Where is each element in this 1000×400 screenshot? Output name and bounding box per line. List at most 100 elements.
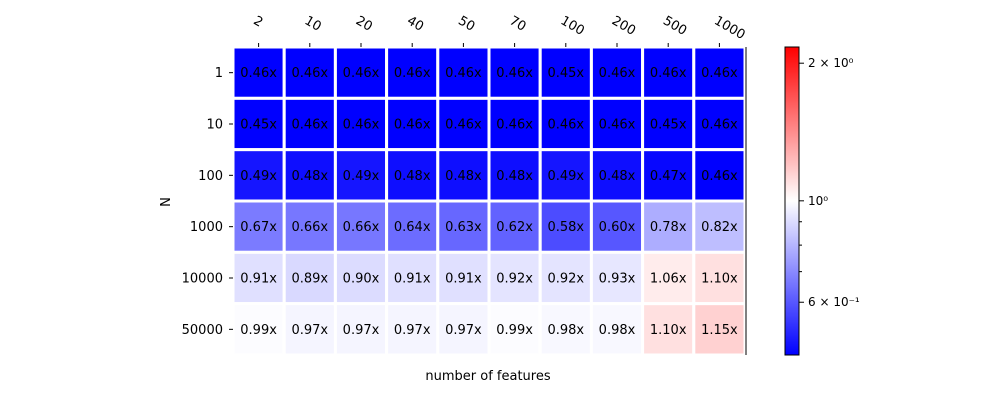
heatmap-cell bbox=[538, 96, 593, 152]
x-tick-label: 1000 bbox=[711, 13, 747, 43]
colorbar-tick-label: 6 × 10⁻¹ bbox=[808, 295, 860, 309]
x-tick-label: 10 bbox=[302, 13, 324, 34]
heatmap-cell bbox=[589, 250, 645, 306]
cell-value-label: 0.48x bbox=[445, 169, 482, 184]
colorbar-bar bbox=[784, 46, 800, 356]
cell-value-label: 0.48x bbox=[394, 169, 431, 184]
cell-value-label: 0.46x bbox=[394, 118, 431, 133]
cell-value-label: 0.45x bbox=[547, 66, 584, 81]
cell-value-label: 0.46x bbox=[394, 66, 431, 81]
heatmap-cell bbox=[385, 302, 440, 357]
cell-value-label: 1.06x bbox=[650, 272, 687, 287]
cell-value-label: 1.10x bbox=[650, 323, 687, 338]
cell-value-label: 0.46x bbox=[701, 169, 738, 184]
cell-value-label: 0.98x bbox=[547, 323, 584, 338]
heatmap-cell bbox=[641, 96, 696, 152]
cell-value-label: 0.49x bbox=[240, 169, 277, 184]
y-axis-label: N bbox=[159, 197, 174, 207]
cell-value-label: 0.92x bbox=[547, 272, 584, 287]
x-tick-label: 200 bbox=[609, 13, 638, 38]
cell-value-label: 0.97x bbox=[394, 323, 431, 338]
y-tick-label: 1 bbox=[215, 66, 223, 81]
cell-value-label: 0.46x bbox=[701, 66, 738, 81]
cell-value-label: 0.46x bbox=[650, 66, 687, 81]
cell-value-label: 0.62x bbox=[496, 220, 533, 235]
x-tick-label: 50 bbox=[455, 13, 477, 34]
cell-value-label: 0.48x bbox=[291, 169, 328, 184]
cell-value-label: 0.46x bbox=[343, 118, 380, 133]
cell-value-label: 0.89x bbox=[291, 272, 328, 287]
cell-value-label: 0.46x bbox=[445, 118, 482, 133]
cell-value-label: 0.90x bbox=[343, 272, 380, 287]
heatmap-cell bbox=[692, 302, 747, 357]
cell-value-label: 0.46x bbox=[599, 66, 636, 81]
heatmap-cell bbox=[692, 148, 747, 203]
cell-value-label: 0.97x bbox=[291, 323, 328, 338]
cell-value-label: 0.97x bbox=[445, 323, 482, 338]
heatmap-cell bbox=[538, 302, 593, 357]
heatmap-cell bbox=[333, 148, 389, 203]
cell-value-label: 0.46x bbox=[240, 66, 277, 81]
cell-value-label: 0.91x bbox=[240, 272, 277, 287]
cell-value-label: 0.82x bbox=[701, 220, 738, 235]
heatmap-cell bbox=[692, 96, 747, 152]
cell-value-label: 0.91x bbox=[394, 272, 431, 287]
cell-value-label: 0.67x bbox=[240, 220, 277, 235]
cell-value-label: 0.63x bbox=[445, 220, 482, 235]
heatmap-cell bbox=[487, 96, 542, 152]
cell-value-label: 0.48x bbox=[599, 169, 636, 184]
cell-value-label: 0.97x bbox=[343, 323, 380, 338]
cell-value-label: 0.46x bbox=[496, 118, 533, 133]
cell-value-label: 0.60x bbox=[599, 220, 636, 235]
cell-value-label: 0.46x bbox=[599, 118, 636, 133]
y-tick-label: 50000 bbox=[182, 323, 223, 338]
x-axis-label: number of features bbox=[425, 369, 550, 384]
x-tick-labels: 2 10 20 40 50 70 100 200 500 1000 bbox=[251, 13, 748, 47]
cell-value-label: 0.91x bbox=[445, 272, 482, 287]
cell-value-label: 0.99x bbox=[240, 323, 277, 338]
cell-value-label: 0.58x bbox=[547, 220, 584, 235]
heatmap-cell bbox=[487, 250, 542, 306]
x-tick-label: 70 bbox=[507, 13, 529, 34]
cell-value-label: 0.66x bbox=[343, 220, 380, 235]
colorbar: 2 × 10⁰ 10⁰ 6 × 10⁻¹ bbox=[784, 46, 860, 356]
colorbar-tick-label: 10⁰ bbox=[808, 194, 828, 208]
cell-value-label: 0.66x bbox=[291, 220, 328, 235]
cell-value-label: 0.49x bbox=[547, 169, 584, 184]
heatmap-cell bbox=[692, 250, 747, 306]
x-tick-label: 40 bbox=[404, 13, 426, 34]
cell-value-label: 0.64x bbox=[394, 220, 431, 235]
heatmap-cell bbox=[231, 199, 286, 254]
x-tick-label: 500 bbox=[660, 13, 689, 38]
cell-value-label: 0.46x bbox=[547, 118, 584, 133]
cell-value-label: 0.45x bbox=[240, 118, 277, 133]
y-tick-label: 10000 bbox=[182, 272, 223, 287]
cell-value-label: 0.78x bbox=[650, 220, 687, 235]
cell-value-label: 0.47x bbox=[650, 169, 687, 184]
heatmap-cells: 0.46x 0.46x 0.46x 0.46x 0.46x 0.46x 0.45x 0.46x… bbox=[231, 45, 747, 357]
heatmap-cell bbox=[487, 199, 542, 254]
cell-value-label: 0.98x bbox=[599, 323, 636, 338]
y-tick-labels: 1 10 100 1000 10000 50000 bbox=[182, 66, 233, 338]
cell-value-label: 0.46x bbox=[291, 66, 328, 81]
x-tick-label: 2 bbox=[251, 13, 266, 30]
y-tick-label: 1000 bbox=[190, 220, 223, 235]
cell-value-label: 0.93x bbox=[599, 272, 636, 287]
cell-value-label: 0.99x bbox=[496, 323, 533, 338]
cell-value-label: 0.92x bbox=[496, 272, 533, 287]
x-tick-label: 100 bbox=[558, 13, 587, 38]
heatmap-cell bbox=[231, 302, 286, 357]
cell-value-label: 0.45x bbox=[650, 118, 687, 133]
cell-value-label: 0.46x bbox=[701, 118, 738, 133]
cell-value-label: 0.46x bbox=[445, 66, 482, 81]
cell-value-label: 1.15x bbox=[701, 323, 738, 338]
cell-value-label: 0.48x bbox=[496, 169, 533, 184]
y-tick-label: 10 bbox=[206, 118, 223, 133]
colorbar-tick-label: 2 × 10⁰ bbox=[808, 56, 854, 70]
y-tick-label: 100 bbox=[198, 169, 223, 184]
cell-value-label: 0.46x bbox=[343, 66, 380, 81]
cell-value-label: 0.46x bbox=[496, 66, 533, 81]
heatmap-cell bbox=[641, 302, 696, 357]
x-tick-label: 20 bbox=[353, 13, 375, 34]
